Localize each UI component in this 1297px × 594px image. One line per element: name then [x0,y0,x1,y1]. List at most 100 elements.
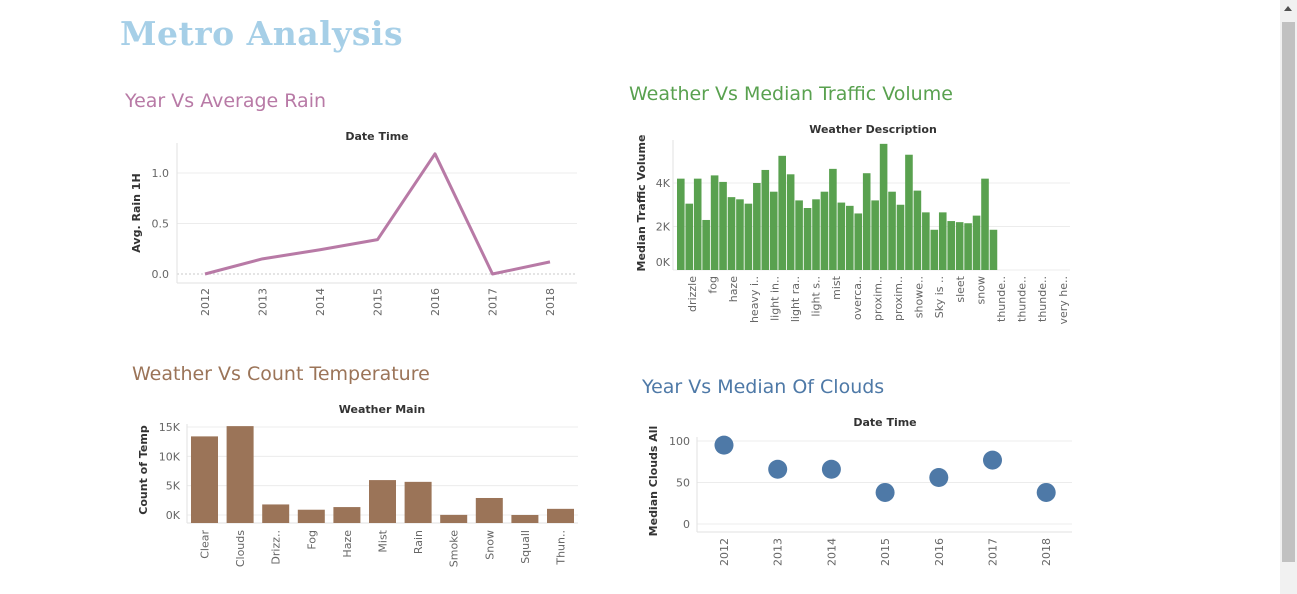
clouds-data-point [1036,482,1056,502]
traffic-x-tick-label: haze [727,276,740,302]
traffic-bar [693,178,702,270]
temperature-bar [369,480,396,523]
traffic-bar [972,215,981,270]
traffic-bar [727,197,736,270]
temperature-bar [191,436,218,523]
rain-chart-title: Year Vs Average Rain [125,90,327,112]
traffic-bar [829,168,837,270]
temperature-x-tick-label: Mist [377,529,390,552]
traffic-x-tick-label: proxim.. [892,276,905,321]
temperature-bar [511,514,539,523]
clouds-x-tick-label: 2015 [879,538,892,566]
scroll-up-arrow-icon[interactable] [1284,6,1292,11]
clouds-data-point [983,450,1002,470]
rain-series-line [204,152,551,276]
traffic-bar [744,203,753,270]
traffic-bar [896,204,905,270]
traffic-x-tick-label: mist [830,275,843,300]
temperature-bar [547,508,574,523]
traffic-bar [736,199,744,270]
traffic-x-tick-label: proxim.. [871,276,884,321]
rain-y-axis-label: Avg. Rain 1H [130,173,143,252]
temperature-bar [297,509,325,523]
traffic-bar [769,191,778,270]
temperature-x-tick-label: Fog [305,530,318,550]
traffic-bar [930,229,939,270]
traffic-bar [913,190,922,270]
traffic-bar [905,154,913,270]
traffic-bar [685,203,694,270]
rain-y-tick-label: 0.0 [152,268,170,281]
traffic-bar [719,181,727,270]
traffic-y-tick-label: 4K [656,177,671,190]
clouds-data-point [714,435,734,455]
traffic-x-tick-label: light ra.. [789,276,802,322]
traffic-bar [938,212,947,270]
temperature-bar [440,514,468,523]
traffic-x-tick-label: sleet [954,275,967,302]
temperature-bar [226,426,254,523]
temperature-chart-title: Weather Vs Count Temperature [132,363,430,385]
clouds-y-tick-label: 100 [669,435,690,448]
traffic-x-tick-label: heavy i.. [748,276,761,323]
rain-chart-header: Date Time [345,130,408,143]
traffic-bar [761,169,770,270]
scrollbar-thumb[interactable] [1282,22,1295,562]
temperature-bar [404,481,432,523]
traffic-y-axis-label: Median Traffic Volume [635,135,648,272]
rain-x-tick-label: 2017 [487,288,500,316]
traffic-bar [846,205,854,270]
temperature-bar [262,504,290,523]
traffic-x-tick-label: thunde.. [995,276,1008,322]
clouds-x-tick-label: 2018 [1040,538,1053,566]
temperature-x-tick-label: Clouds [234,530,247,567]
rain-x-tick-label: 2016 [429,288,442,316]
traffic-x-tick-label: snow [974,276,987,304]
clouds-y-tick-label: 0 [683,518,690,531]
traffic-bar [778,155,786,270]
clouds-y-axis-label: Median Clouds All [647,426,660,537]
traffic-x-tick-label: Sky is .. [933,276,946,318]
traffic-x-tick-label: drizzle [686,276,699,312]
temperature-y-tick-label: 0K [166,509,181,522]
traffic-bar [837,202,846,270]
traffic-bar [803,208,812,270]
vertical-scrollbar[interactable] [1280,0,1297,594]
clouds-y-tick-label: 50 [676,477,690,490]
temperature-x-tick-label: Drizz.. [270,530,283,565]
clouds-x-tick-label: 2017 [987,538,1000,566]
traffic-x-tick-label: overca.. [851,276,864,320]
rain-y-tick-label: 0.5 [152,218,170,231]
rain-y-tick-label: 1.0 [152,167,170,180]
traffic-bar [862,173,871,270]
clouds-chart-header: Date Time [853,416,916,429]
traffic-bar [981,178,989,270]
traffic-bar [820,191,829,270]
traffic-bar [871,200,879,270]
rain-x-tick-label: 2013 [257,288,270,316]
traffic-bar [795,200,803,270]
clouds-data-point [768,459,788,479]
temperature-y-axis-label: Count of Temp [137,425,150,515]
traffic-bar [854,213,863,270]
traffic-x-tick-label: light in.. [768,276,781,321]
traffic-y-tick-label: 0K [656,256,671,269]
rain-x-tick-label: 2014 [314,288,327,316]
traffic-x-tick-label: showe.. [913,276,926,318]
temperature-x-tick-label: Haze [341,530,354,558]
traffic-bar [702,219,710,270]
traffic-y-tick-label: 2K [656,221,671,234]
temperature-x-tick-label: Rain [412,530,425,554]
temperature-x-tick-label: Thun.. [555,530,568,566]
traffic-x-tick-label: very he.. [1057,276,1070,325]
traffic-bar [989,229,998,270]
page-title: Metro Analysis [120,14,404,53]
temperature-y-tick-label: 10K [159,450,181,463]
traffic-bar [922,212,930,270]
traffic-chart-header: Weather Description [809,123,937,136]
clouds-data-point [821,459,841,479]
traffic-bar [753,183,761,270]
traffic-bar [812,199,820,270]
clouds-x-tick-label: 2016 [933,538,946,566]
